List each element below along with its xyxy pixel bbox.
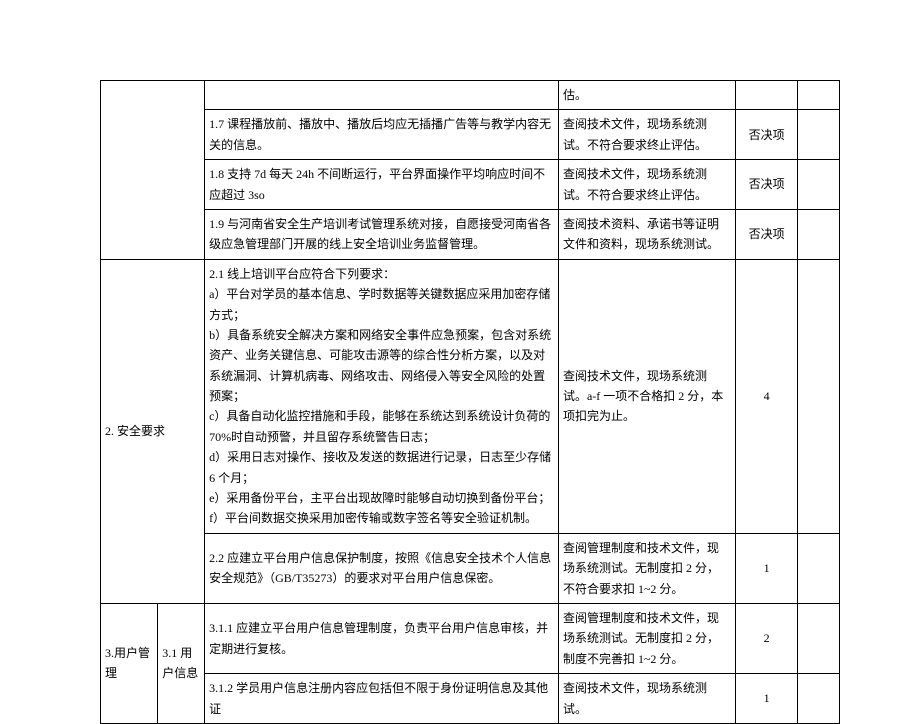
cell-score: 否决项: [735, 160, 797, 210]
cell-requirement: 2.2 应建立平台用户信息保护制度，按照《信息安全技术个人信息安全规范》（GB/…: [205, 533, 559, 603]
cell-remark: [798, 603, 840, 673]
requirements-table: 估。 1.7 课程播放前、播放中、播放后均应无插播广告等与教学内容无关的信息。 …: [100, 80, 840, 724]
cell-section: 3.用户管理: [101, 603, 158, 723]
table-row: 估。: [101, 81, 840, 110]
table-row: 3.1.2 学员用户信息注册内容应包括但不限于身份证明信息及其他证 查阅技术文件…: [101, 674, 840, 724]
cell-remark: [798, 160, 840, 210]
cell: [101, 81, 205, 260]
cell-method: 查阅技术文件，现场系统测试。: [558, 674, 735, 724]
cell-remark: [798, 110, 840, 160]
cell-requirement: 1.9 与河南省安全生产培训考试管理系统对接，自愿接受河南省各级应急管理部门开展…: [205, 209, 559, 259]
cell-section: 2. 安全要求: [101, 259, 205, 603]
table-row: 2.2 应建立平台用户信息保护制度，按照《信息安全技术个人信息安全规范》（GB/…: [101, 533, 840, 603]
cell-requirement: 3.1.1 应建立平台用户信息管理制度，负责平台用户信息审核，并定期进行复核。: [205, 603, 559, 673]
table-row: 1.9 与河南省安全生产培训考试管理系统对接，自愿接受河南省各级应急管理部门开展…: [101, 209, 840, 259]
cell-score: 否决项: [735, 110, 797, 160]
cell-remark: [798, 674, 840, 724]
cell-requirement: 1.8 支持 7d 每天 24h 不间断运行，平台界面操作平均响应时间不应超过 …: [205, 160, 559, 210]
cell-score: 1: [735, 674, 797, 724]
cell-method: 查阅管理制度和技术文件，现场系统测试。无制度扣 2 分，制度不完善扣 1~2 分…: [558, 603, 735, 673]
cell-requirement: [205, 81, 559, 110]
cell-method: 查阅管理制度和技术文件，现场系统测试。无制度扣 2 分，不符合要求扣 1~2 分…: [558, 533, 735, 603]
cell-method: 查阅技术文件，现场系统测试。不符合要求终止评估。: [558, 110, 735, 160]
cell-remark: [798, 81, 840, 110]
cell-subsection: 3.1 用户信息: [158, 603, 205, 723]
cell-method: 估。: [558, 81, 735, 110]
cell-score: 4: [735, 259, 797, 533]
cell-remark: [798, 259, 840, 533]
table-row: 3.用户管理 3.1 用户信息 3.1.1 应建立平台用户信息管理制度，负责平台…: [101, 603, 840, 673]
cell-score: 否决项: [735, 209, 797, 259]
table-row: 1.8 支持 7d 每天 24h 不间断运行，平台界面操作平均响应时间不应超过 …: [101, 160, 840, 210]
cell-remark: [798, 209, 840, 259]
cell-method: 查阅技术文件，现场系统测试。a-f 一项不合格扣 2 分，本项扣完为止。: [558, 259, 735, 533]
cell-score: [735, 81, 797, 110]
cell-score: 2: [735, 603, 797, 673]
cell-requirement: 1.7 课程播放前、播放中、播放后均应无插播广告等与教学内容无关的信息。: [205, 110, 559, 160]
cell-requirement: 3.1.2 学员用户信息注册内容应包括但不限于身份证明信息及其他证: [205, 674, 559, 724]
table-row: 2. 安全要求 2.1 线上培训平台应符合下列要求： a）平台对学员的基本信息、…: [101, 259, 840, 533]
cell-remark: [798, 533, 840, 603]
cell-requirement: 2.1 线上培训平台应符合下列要求： a）平台对学员的基本信息、学时数据等关键数…: [205, 259, 559, 533]
cell-method: 查阅技术文件，现场系统测试。不符合要求终止评估。: [558, 160, 735, 210]
cell-method: 查阅技术资料、承诺书等证明文件和资料，现场系统测试。: [558, 209, 735, 259]
cell-score: 1: [735, 533, 797, 603]
table-row: 1.7 课程播放前、播放中、播放后均应无插播广告等与教学内容无关的信息。 查阅技…: [101, 110, 840, 160]
